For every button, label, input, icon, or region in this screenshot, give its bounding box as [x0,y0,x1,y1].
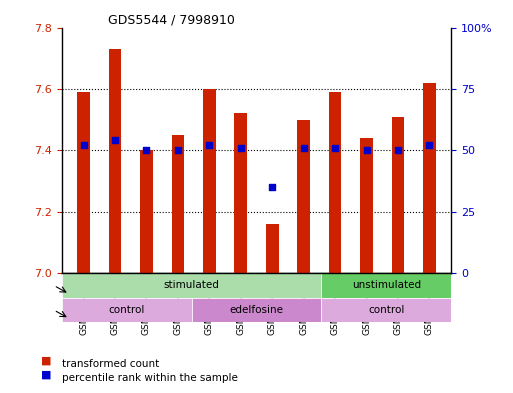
FancyBboxPatch shape [62,273,322,298]
Bar [329,92,341,273]
Text: ■: ■ [41,356,51,365]
Point [268,184,277,190]
Point [142,147,150,153]
Text: percentile rank within the sample: percentile rank within the sample [62,373,238,383]
Point [236,145,245,151]
Point [331,145,339,151]
Text: GDS5544 / 7998910: GDS5544 / 7998910 [108,13,235,26]
Text: control: control [108,305,145,315]
FancyBboxPatch shape [191,298,322,322]
Text: edelfosine: edelfosine [229,305,284,315]
FancyBboxPatch shape [322,273,451,298]
Text: transformed count: transformed count [62,358,159,369]
Point [425,142,433,149]
Bar [423,83,436,273]
Point [80,142,88,149]
Text: unstimulated: unstimulated [352,281,421,290]
Point [300,145,308,151]
Bar [298,119,310,273]
Bar [266,224,279,273]
Point [205,142,213,149]
Text: control: control [368,305,405,315]
Bar [172,135,184,273]
Bar [234,114,247,273]
Point [174,147,182,153]
FancyBboxPatch shape [62,298,191,322]
Bar [360,138,373,273]
Point [394,147,402,153]
FancyBboxPatch shape [322,298,451,322]
Text: stimulated: stimulated [164,281,220,290]
Point [363,147,371,153]
Point [111,137,119,143]
Bar [203,89,215,273]
Bar [77,92,90,273]
Bar [140,150,153,273]
Text: ■: ■ [41,370,51,380]
Bar [109,49,121,273]
Bar [392,117,404,273]
